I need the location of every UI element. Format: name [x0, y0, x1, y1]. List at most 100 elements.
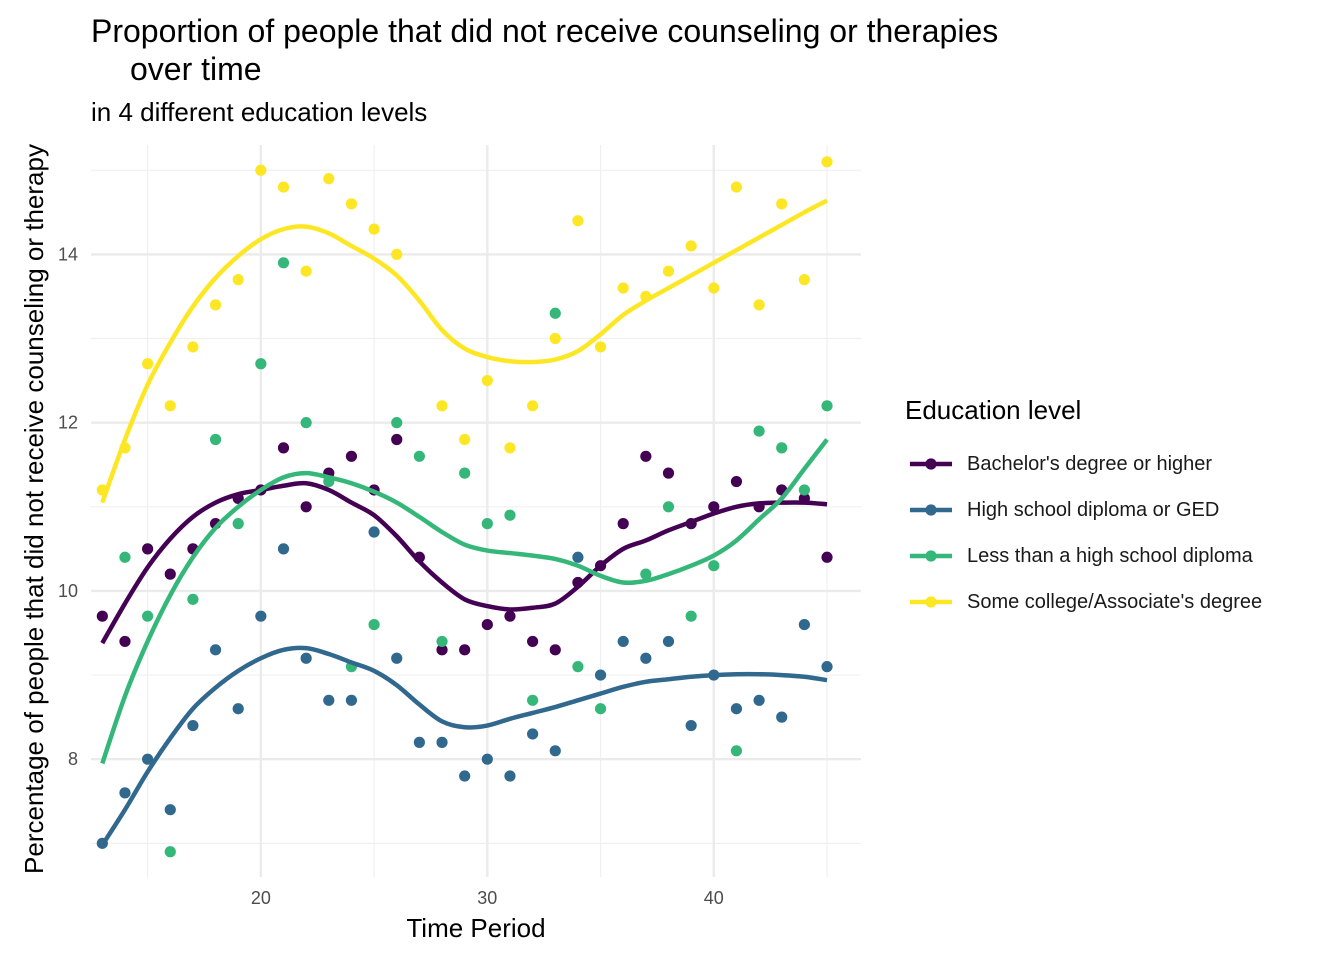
data-point [572, 661, 584, 673]
data-point [232, 703, 244, 715]
data-point [413, 736, 425, 748]
data-point [527, 694, 539, 706]
chart-subtitle: in 4 different education levels [91, 97, 428, 127]
data-point [549, 745, 561, 757]
data-point [300, 265, 312, 277]
data-point [549, 332, 561, 345]
data-point [617, 518, 629, 530]
data-point [504, 442, 516, 454]
data-point [187, 593, 199, 605]
data-point [119, 787, 131, 799]
data-point [142, 610, 154, 622]
data-point [753, 299, 765, 311]
data-point [323, 694, 335, 706]
legend-item: Bachelor's degree or higher [905, 441, 1262, 487]
data-point [685, 719, 697, 732]
data-point [776, 442, 788, 454]
y-tick-label: 10 [58, 581, 78, 601]
data-point [730, 181, 743, 193]
data-point [142, 543, 154, 555]
data-point [119, 635, 131, 648]
trend-line [100, 198, 829, 504]
data-point [504, 770, 516, 782]
data-point [277, 442, 290, 454]
data-point [798, 274, 810, 286]
data-point [685, 240, 697, 252]
data-point [436, 644, 448, 656]
data-point [572, 551, 584, 563]
data-point [300, 501, 312, 513]
data-point [255, 164, 267, 176]
data-point [708, 501, 720, 513]
legend: Education level Bachelor's degree or hig… [905, 393, 1262, 625]
data-point [730, 703, 743, 715]
data-point [594, 669, 607, 681]
data-point [164, 400, 176, 412]
legend-label: Some college/Associate's degree [967, 590, 1263, 613]
trend-line [100, 438, 829, 765]
data-point [753, 694, 765, 706]
legend-title: Education level [905, 395, 1082, 425]
data-point [730, 475, 743, 488]
data-point [594, 341, 607, 353]
legend-label: Less than a high school diploma [967, 544, 1253, 567]
data-point [662, 467, 675, 479]
data-point [527, 400, 539, 412]
data-point [391, 248, 403, 260]
data-point [164, 568, 176, 580]
legend-key [905, 495, 955, 525]
data-point [391, 433, 403, 446]
data-point [617, 635, 629, 648]
legend-label: High school diploma or GED [967, 498, 1220, 521]
legend-key [905, 587, 955, 617]
data-point [209, 433, 222, 446]
data-point [572, 215, 584, 227]
data-point [345, 450, 358, 462]
data-point [436, 736, 448, 748]
legend-key [905, 541, 955, 571]
data-point [187, 341, 199, 353]
data-point [300, 652, 312, 664]
chart-title-line2: over time [130, 51, 262, 87]
data-point [459, 467, 471, 479]
data-point [481, 374, 493, 387]
trend-line [100, 645, 828, 847]
data-point [187, 719, 199, 732]
legend-key [905, 449, 955, 479]
data-point [708, 282, 720, 294]
data-point [640, 568, 652, 580]
legend-item: Some college/Associate's degree [905, 579, 1262, 625]
x-tick-label: 20 [251, 888, 271, 908]
data-point [368, 526, 380, 538]
data-point [504, 610, 516, 622]
data-point [368, 618, 380, 631]
data-point [821, 156, 833, 168]
data-point [549, 307, 561, 319]
data-point [459, 644, 471, 656]
data-point [481, 753, 493, 765]
data-point [459, 433, 471, 446]
y-tick-label: 12 [58, 413, 78, 433]
data-point [345, 694, 358, 706]
data-point [345, 198, 358, 210]
data-point [255, 358, 267, 370]
data-point [640, 450, 652, 462]
data-point [776, 198, 788, 210]
data-point [527, 728, 539, 740]
data-point [481, 518, 493, 530]
data-point [708, 560, 720, 572]
data-point [662, 635, 675, 648]
y-tick-label: 8 [68, 749, 78, 769]
data-point [459, 770, 471, 782]
data-point [640, 652, 652, 664]
data-point [617, 282, 629, 294]
x-axis-ticks: 20 30 40 [251, 888, 724, 908]
data-point [413, 450, 425, 462]
data-point [798, 484, 810, 496]
data-point [119, 551, 131, 563]
data-points [96, 156, 833, 858]
data-point [730, 745, 743, 757]
data-point [685, 610, 697, 622]
data-point [527, 635, 539, 648]
data-point [662, 501, 675, 513]
